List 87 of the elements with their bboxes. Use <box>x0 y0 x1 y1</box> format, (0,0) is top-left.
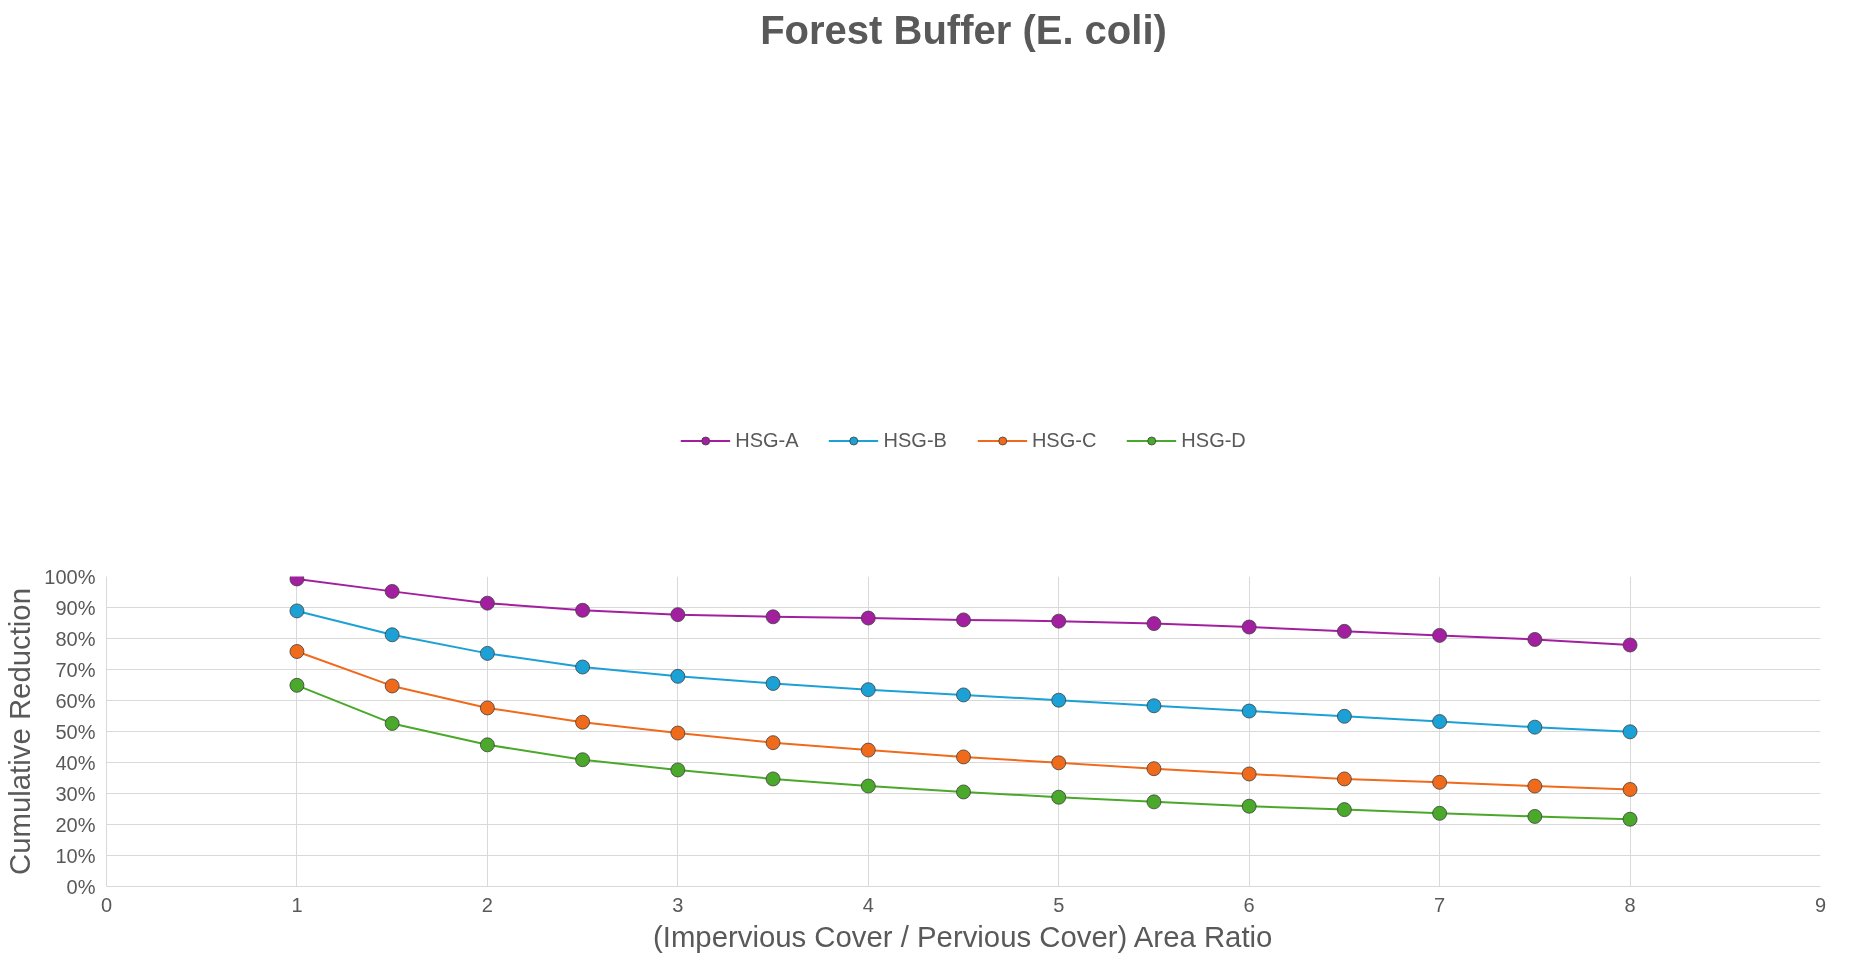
point <box>1336 623 1352 639</box>
point <box>1622 782 1638 797</box>
point <box>1622 724 1638 740</box>
point <box>1241 766 1257 782</box>
point <box>956 749 971 765</box>
point <box>575 714 591 730</box>
point <box>670 762 686 778</box>
chart-title: Forest Buffer (E. coli) <box>760 7 1167 52</box>
point <box>765 735 781 751</box>
point <box>1146 761 1162 777</box>
point <box>1622 811 1638 827</box>
y-tick-label: 50% <box>55 720 96 743</box>
point <box>1527 632 1543 647</box>
point <box>1527 809 1543 824</box>
point <box>479 645 495 661</box>
x-tick-label: 3 <box>672 893 684 916</box>
point <box>860 682 876 698</box>
point <box>670 668 686 684</box>
point <box>1336 802 1352 818</box>
point <box>765 609 781 625</box>
x-tick-label: 0 <box>100 893 113 916</box>
point <box>289 677 305 693</box>
y-tick-label: 90% <box>55 596 96 619</box>
y-tick-label: 10% <box>55 844 96 867</box>
point <box>1241 798 1257 814</box>
point <box>1051 755 1067 771</box>
point <box>384 678 400 694</box>
x-tick-label: 1 <box>291 893 303 916</box>
point <box>479 737 495 753</box>
x-tick-label: 7 <box>1434 893 1446 916</box>
point <box>1146 794 1162 810</box>
point <box>289 644 305 659</box>
y-tick-label: 60% <box>55 689 96 712</box>
point <box>1241 703 1257 719</box>
x-tick-label: 6 <box>1243 893 1255 916</box>
point <box>384 627 400 643</box>
point <box>575 659 591 675</box>
legend-label: HSG-C <box>1031 428 1097 452</box>
y-tick-label: 20% <box>55 813 96 836</box>
point <box>860 742 876 758</box>
y-tick-label: 100% <box>44 565 96 588</box>
point <box>1241 619 1257 635</box>
point <box>956 784 971 800</box>
x-tick-label: 5 <box>1053 893 1065 916</box>
point <box>575 752 591 768</box>
y-axis-title: Cumulative Reduction <box>3 588 37 875</box>
point <box>670 725 686 741</box>
point <box>956 612 971 628</box>
x-axis-title: (Impervious Cover / Pervious Cover) Area Ratio <box>653 919 1273 953</box>
x-tick-label: 2 <box>481 893 493 916</box>
point <box>1432 628 1448 643</box>
point <box>479 595 495 611</box>
point <box>1527 778 1543 794</box>
x-tick-label: 9 <box>1814 893 1827 916</box>
point <box>765 676 781 691</box>
point <box>860 610 876 626</box>
point <box>1146 698 1162 714</box>
y-tick-label: 0% <box>66 875 96 898</box>
point <box>289 603 305 619</box>
legend-label: HSG-D <box>1181 428 1246 452</box>
point <box>1051 613 1067 629</box>
y-tick-label: 70% <box>55 658 96 681</box>
point <box>384 716 400 731</box>
point <box>1432 805 1448 821</box>
point <box>1622 637 1638 653</box>
point <box>860 778 876 794</box>
point <box>1432 714 1448 729</box>
y-tick-label: 30% <box>55 782 96 805</box>
x-tick-label: 4 <box>862 893 874 916</box>
y-tick-label: 80% <box>55 627 96 650</box>
point <box>1336 771 1352 787</box>
point <box>1336 708 1352 724</box>
point <box>765 771 781 787</box>
point <box>575 602 591 618</box>
point <box>479 700 495 716</box>
point <box>956 687 971 703</box>
point <box>1051 692 1067 708</box>
point <box>1051 789 1067 805</box>
y-tick-label: 40% <box>55 751 96 774</box>
point <box>1432 774 1448 790</box>
point <box>384 583 400 599</box>
x-tick-label: 8 <box>1624 893 1636 916</box>
legend-label: HSG-B <box>883 428 947 452</box>
point <box>1527 719 1543 735</box>
point <box>1146 616 1162 632</box>
point <box>670 607 686 623</box>
legend-label: HSG-A <box>735 428 799 452</box>
